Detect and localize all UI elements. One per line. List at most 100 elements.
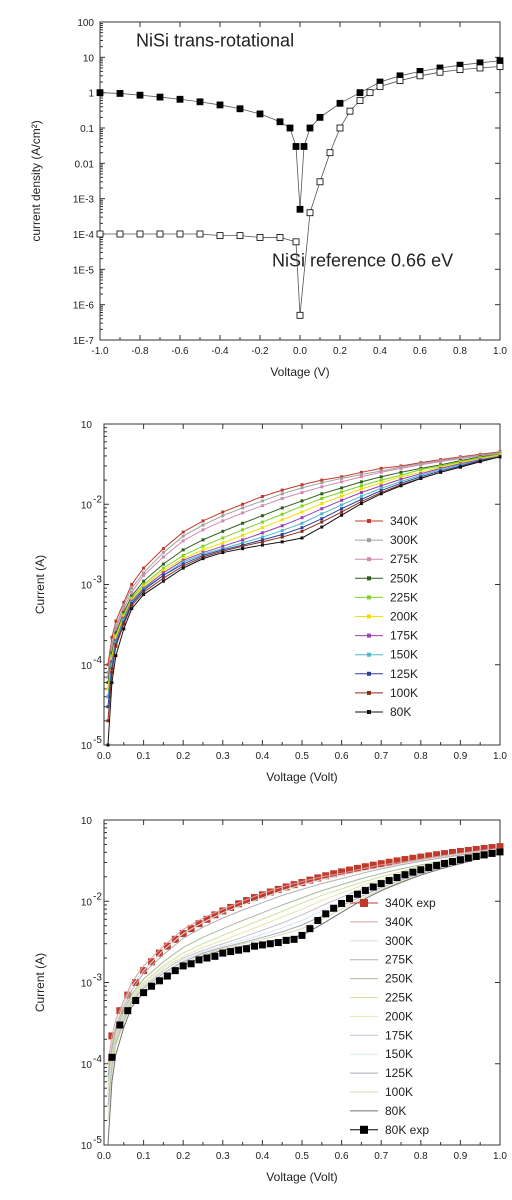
data-point — [163, 942, 171, 950]
series-line — [107, 456, 501, 721]
data-point — [340, 475, 344, 479]
data-point — [393, 857, 401, 865]
legend-swatch-marker — [367, 633, 371, 638]
data-point — [132, 997, 140, 1005]
data-point — [425, 864, 433, 872]
data-point — [478, 460, 482, 464]
data-point — [320, 502, 324, 506]
data-point — [130, 596, 134, 600]
data-point — [122, 613, 126, 617]
data-point — [201, 557, 205, 561]
data-point — [488, 844, 496, 852]
data-point — [359, 497, 363, 501]
data-point — [96, 89, 104, 97]
legend-label: 300K — [385, 934, 413, 948]
data-point — [276, 234, 284, 241]
data-point — [142, 579, 146, 583]
data-point — [235, 900, 243, 908]
x-tick-label: -0.6 — [171, 346, 189, 357]
data-point — [201, 523, 205, 527]
data-point — [320, 520, 324, 524]
legend-item: 100K — [350, 1085, 413, 1099]
series-line — [107, 451, 501, 665]
data-point — [346, 895, 354, 903]
data-point — [458, 465, 462, 469]
data-point — [156, 230, 164, 238]
x-tick-label: 1.0 — [493, 751, 507, 762]
data-point — [256, 234, 264, 241]
data-point — [114, 634, 118, 638]
y-axis-title: Current (A) — [33, 555, 47, 614]
y-tick-label: 10 — [81, 979, 93, 990]
data-point — [106, 705, 110, 709]
data-point — [379, 478, 383, 482]
legend-item: 250K — [355, 571, 418, 585]
data-point — [292, 143, 300, 150]
data-point — [340, 486, 344, 490]
data-point — [221, 519, 225, 523]
legend-swatch-marker — [360, 1125, 368, 1134]
legend-swatch-marker — [367, 595, 371, 600]
legend-label: 340K — [385, 915, 413, 929]
data-point — [282, 936, 290, 944]
data-point — [300, 499, 304, 503]
data-point — [130, 583, 134, 586]
y-axis-title: current density (A/cm²) — [29, 120, 43, 241]
data-point — [379, 484, 383, 488]
data-point — [130, 590, 134, 594]
x-tick-label: 0.4 — [255, 751, 269, 762]
x-axis-title: Voltage (Volt) — [266, 770, 337, 784]
data-point — [124, 1007, 132, 1015]
data-point — [480, 851, 488, 859]
series-line — [107, 852, 501, 1107]
data-point — [241, 511, 245, 515]
data-point — [300, 483, 304, 487]
data-point — [353, 890, 361, 898]
data-point — [340, 494, 344, 498]
data-point — [399, 475, 403, 479]
y-tick-exponent: -3 — [93, 575, 102, 586]
data-point — [142, 588, 146, 592]
data-point — [359, 470, 363, 474]
data-point — [393, 874, 401, 882]
data-point — [280, 532, 284, 536]
data-point — [181, 530, 185, 534]
x-tick-label: -1.0 — [91, 346, 109, 357]
data-point — [122, 627, 126, 631]
legend-item: 340K — [355, 514, 418, 528]
data-point — [110, 646, 114, 650]
y-tick-exponent: -2 — [93, 494, 102, 505]
data-point — [359, 500, 363, 504]
data-point — [320, 512, 324, 516]
series-340K-exp — [108, 843, 504, 1040]
legend-label: 80K exp — [385, 1123, 429, 1137]
data-point — [320, 481, 324, 485]
legend-item: 80K — [355, 705, 411, 719]
y-tick-label: 10 — [81, 500, 93, 511]
x-tick-label: 0.8 — [414, 751, 428, 762]
data-point — [379, 481, 383, 485]
x-tick-label: 0.5 — [295, 1151, 309, 1162]
legend-label: 300K — [390, 533, 418, 547]
data-point — [122, 607, 126, 611]
series-line — [107, 454, 501, 689]
data-point — [496, 63, 504, 70]
data-point — [359, 487, 363, 491]
data-point — [476, 64, 484, 72]
legend-label: 150K — [385, 1047, 413, 1061]
data-point — [282, 883, 290, 891]
data-point — [417, 853, 425, 861]
data-point — [130, 586, 134, 590]
data-point — [163, 972, 171, 980]
data-point — [130, 607, 134, 611]
legend-label: 125K — [385, 1066, 413, 1080]
legend-label: 150K — [390, 648, 418, 662]
data-point — [142, 583, 146, 586]
x-tick-label: -0.8 — [131, 346, 149, 357]
data-point — [338, 868, 346, 876]
data-point — [241, 528, 245, 532]
data-point — [241, 544, 245, 548]
data-point — [377, 880, 385, 888]
series-line — [107, 847, 501, 1064]
data-point — [176, 230, 184, 238]
